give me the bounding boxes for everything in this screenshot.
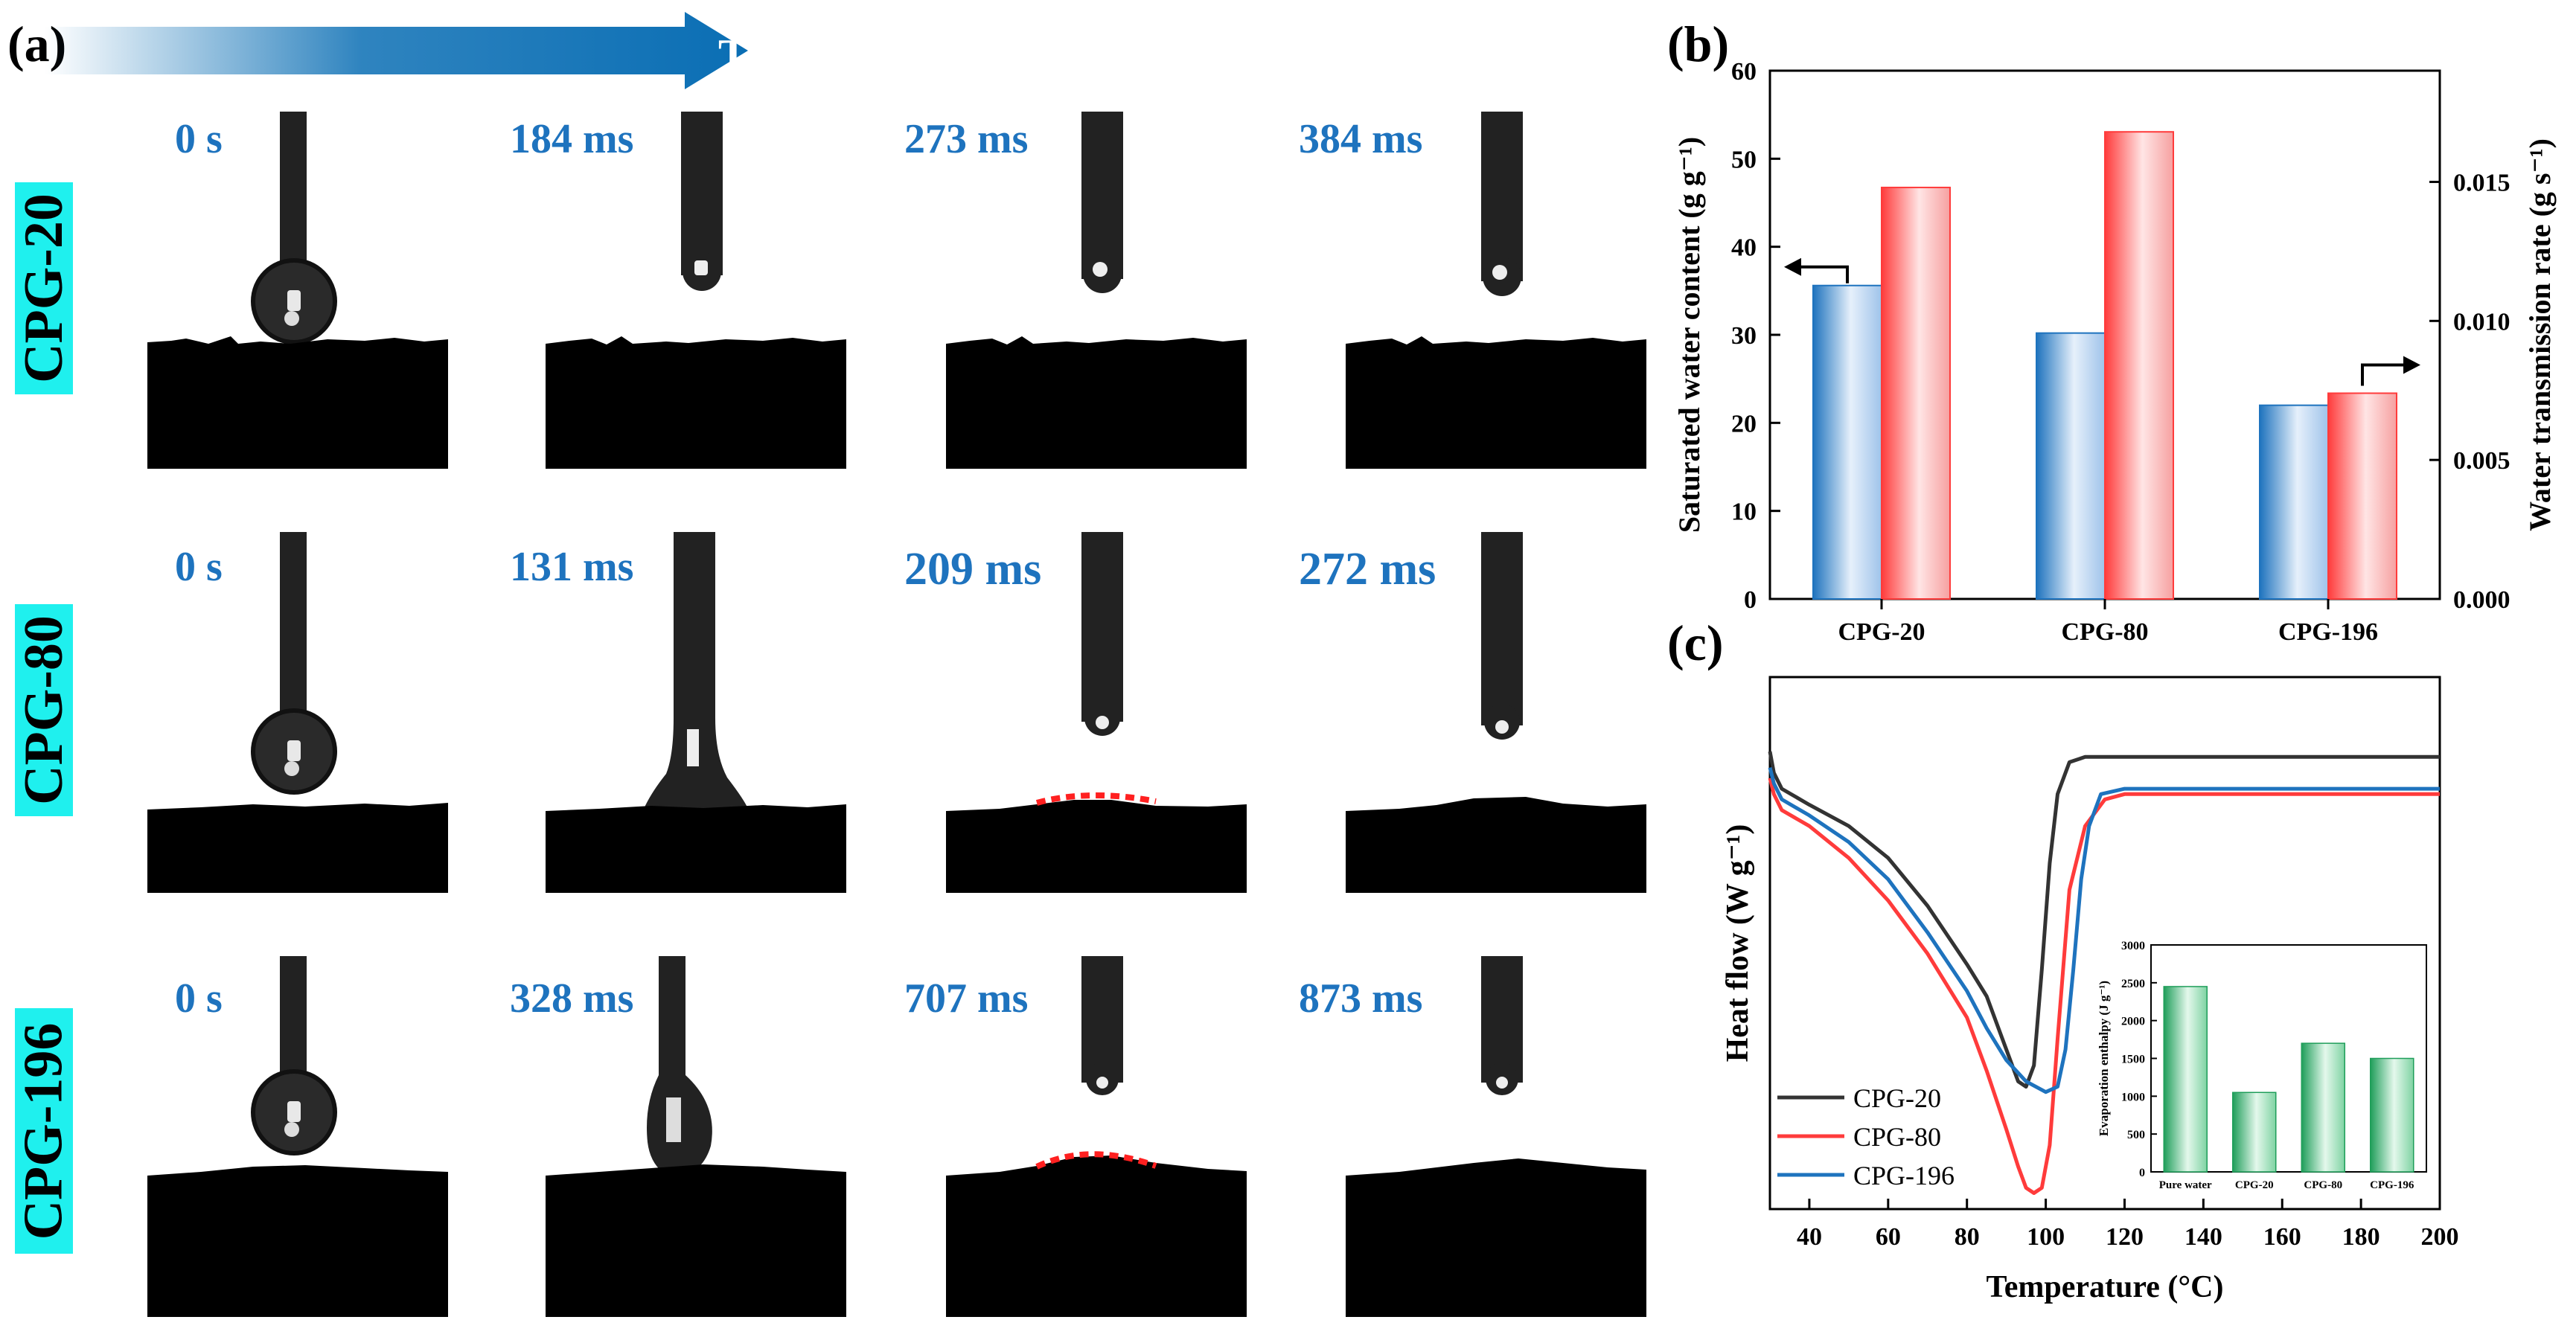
x-tick-label: CPG-196 (2278, 618, 2378, 646)
x-axis-label: Temperature (°C) (1987, 1270, 2224, 1304)
time-cpg196-3: 873 ms (1299, 975, 1423, 1022)
x-tick-label: 100 (2027, 1223, 2065, 1251)
y-axis-label-right: Water transmission rate (g s⁻¹) (2523, 138, 2557, 531)
y-tick-label-right: 0.005 (2453, 447, 2511, 475)
bar-transmission-rate-cpg-80 (2104, 131, 2174, 600)
inset-bar-cpg-80 (2301, 1042, 2345, 1173)
legend-label-cpg-20: CPG-20 (1853, 1083, 1941, 1113)
y-tick-label-left: 10 (1731, 499, 1757, 526)
drop-frame-cpg80-1 (540, 532, 852, 919)
inset-x-tick-label: Pure water (2159, 1179, 2212, 1191)
inset-bar-pure-water (2163, 986, 2208, 1173)
inset-x-tick-label: CPG-80 (2304, 1179, 2342, 1191)
x-tick-label: 140 (2185, 1223, 2222, 1251)
drop-frame-cpg80-0 (141, 532, 454, 919)
chart-b: 0 10 20 30 40 50 60 0.000 0.005 0.010 0.015 CPG-20 C… (1672, 58, 2557, 646)
inset-y-tick-label: 1000 (2121, 1091, 2145, 1103)
left-axis-arrowhead (1784, 257, 1801, 276)
bar-saturated-water-cpg-196 (2259, 404, 2329, 600)
time-cpg80-0: 0 s (175, 544, 223, 590)
time-cpg196-1: 328 ms (510, 975, 634, 1022)
line-cpg-196 (1768, 766, 2440, 1094)
x-tick-label: 60 (1876, 1223, 1901, 1251)
row-tag-cpg-196: CPG-196 (13, 1008, 74, 1254)
left-axis-arrow (1795, 265, 1849, 283)
x-tick-label: 120 (2106, 1223, 2144, 1251)
time-cpg196-0: 0 s (175, 975, 223, 1022)
time-cpg20-2: 273 ms (904, 116, 1029, 162)
x-tick-label: CPG-80 (2061, 618, 2148, 646)
inset-y-tick-label: 500 (2127, 1129, 2145, 1141)
y-tick-label-left: 0 (1744, 586, 1757, 614)
inset-y-tick-label: 0 (2139, 1167, 2145, 1179)
drop-frame-cpg196-1 (540, 956, 852, 1343)
y-tick-label-right: 0.010 (2453, 308, 2511, 336)
chart-c-frame (1768, 676, 2441, 1211)
drop-frame-cpg196-3 (1340, 956, 1652, 1343)
inset-x-tick-label: CPG-196 (2370, 1179, 2414, 1191)
inset-y-tick-label: 1500 (2121, 1054, 2145, 1066)
inset-y-tick-label: 2000 (2121, 1016, 2145, 1028)
x-tick-label: 40 (1797, 1223, 1822, 1251)
bar-saturated-water-cpg-20 (1812, 284, 1882, 600)
time-cpg80-3: 272 ms (1299, 544, 1436, 594)
time-arrow (45, 6, 752, 103)
row-tag-cpg-80: CPG-80 (13, 604, 74, 816)
drop-frame-cpg196-0 (141, 956, 454, 1343)
y-tick-label-left: 40 (1731, 234, 1757, 262)
x-tick-label: CPG-20 (1838, 618, 1925, 646)
drop-frame-cpg20-1 (540, 112, 852, 499)
inset-bar-cpg-20 (2232, 1092, 2277, 1173)
bar-saturated-water-cpg-80 (2036, 332, 2106, 600)
right-axis-arrowhead (2403, 356, 2420, 374)
time-cpg20-0: 0 s (175, 116, 223, 162)
drop-frame-cpg20-3 (1340, 112, 1652, 499)
y-tick-label-left: 20 (1731, 410, 1757, 437)
inset-y-tick-label: 2500 (2121, 978, 2145, 990)
time-cpg20-3: 384 ms (1299, 116, 1423, 162)
x-tick-label: 180 (2342, 1223, 2380, 1251)
row-tag-cpg-20: CPG-20 (13, 182, 74, 394)
x-tick-label: 80 (1955, 1223, 1980, 1251)
drop-frame-cpg20-2 (940, 112, 1253, 499)
line-cpg-20 (1768, 751, 2440, 1089)
time-cpg196-2: 707 ms (904, 975, 1029, 1022)
inset-x-tick-label: CPG-20 (2235, 1179, 2274, 1191)
y-tick-label-right: 0.015 (2453, 169, 2511, 196)
time-cpg80-1: 131 ms (510, 544, 634, 590)
drop-frame-cpg80-2 (940, 532, 1253, 919)
legend-label-cpg-80: CPG-80 (1853, 1122, 1941, 1152)
y-tick-label-left: 30 (1731, 322, 1757, 350)
y-tick-label-right: 0.000 (2453, 586, 2511, 614)
time-cpg20-1: 184 ms (510, 116, 634, 162)
panel-b-label: (b) (1667, 16, 1730, 72)
legend-label-cpg-196: CPG-196 (1853, 1161, 1955, 1190)
bar-transmission-rate-cpg-20 (1881, 186, 1951, 600)
panel-c-label: (c) (1667, 615, 1724, 671)
time-label: Time (718, 31, 817, 80)
drop-frame-cpg80-3 (1340, 532, 1652, 919)
right-axis-arrow (2361, 363, 2407, 386)
time-cpg80-2: 209 ms (904, 544, 1042, 594)
y-tick-label-left: 50 (1731, 146, 1757, 173)
chart-c: 40 60 80 100 120 140 160 180 200 Temperature (°C)… (1721, 676, 2459, 1304)
y-axis-label: Heat flow (W g⁻¹) (1721, 824, 1755, 1062)
x-tick-label: 160 (2263, 1223, 2301, 1251)
drop-frame-cpg20-0 (141, 112, 454, 499)
bar-transmission-rate-cpg-196 (2327, 392, 2397, 600)
x-tick-label: 200 (2421, 1223, 2459, 1251)
inset-bar-cpg-196 (2370, 1057, 2414, 1173)
y-axis-label-left: Saturated water content (g g⁻¹) (1672, 137, 1706, 533)
y-tick-label-left: 60 (1731, 58, 1757, 86)
inset-y-axis-label: Evaporation enthalpy (J g⁻¹) (2097, 981, 2111, 1136)
inset-y-tick-label: 3000 (2121, 940, 2145, 952)
drop-frame-cpg196-2 (940, 956, 1253, 1343)
